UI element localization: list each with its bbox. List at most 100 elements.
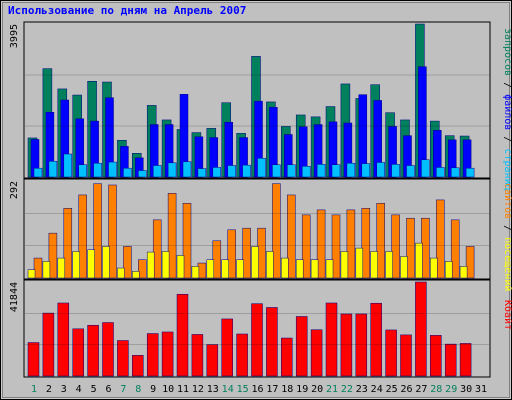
legend-bottom-part-0: Кбайт — [502, 300, 512, 330]
x-label-day-2: 2 — [46, 384, 52, 395]
bar-kbytes-day-1 — [27, 342, 40, 377]
x-label-day-15: 15 — [237, 384, 249, 395]
bar-sites-day-22 — [340, 251, 349, 279]
bar-visits-day-23 — [361, 207, 371, 279]
bar-visits-day-7 — [123, 246, 132, 279]
bar-visits-day-22 — [346, 209, 356, 279]
bar-pages-day-6 — [108, 161, 117, 178]
x-label-day-20: 20 — [311, 384, 323, 395]
legend-bottom: Кбайт — [502, 300, 512, 330]
bar-kbytes-day-2 — [42, 312, 55, 377]
bar-pages-day-28 — [436, 167, 445, 178]
bar-pages-day-15 — [242, 164, 251, 178]
bar-pages-day-21 — [331, 164, 341, 178]
bar-pages-day-25 — [391, 164, 400, 178]
bar-pages-day-16 — [257, 157, 266, 178]
bar-sites-day-10 — [161, 251, 170, 279]
bar-kbytes-day-20 — [310, 329, 323, 377]
bar-sites-day-30 — [459, 266, 468, 279]
bar-sites-day-5 — [87, 249, 95, 279]
bar-kbytes-day-16 — [251, 303, 263, 377]
bar-kbytes-day-21 — [325, 302, 338, 377]
bar-sites-day-1 — [27, 269, 36, 279]
legend-top-part-4: страниц — [502, 142, 512, 190]
bar-visits-day-24 — [376, 203, 385, 279]
bar-kbytes-day-29 — [444, 343, 457, 377]
x-label-day-26: 26 — [400, 384, 412, 395]
x-label-day-13: 13 — [207, 384, 219, 395]
x-label-day-14: 14 — [222, 384, 234, 395]
bar-kbytes-day-22 — [340, 313, 353, 377]
x-label-day-30: 30 — [460, 384, 472, 395]
bar-pages-day-27 — [421, 159, 430, 178]
x-label-day-11: 11 — [177, 384, 189, 395]
x-label-day-24: 24 — [371, 384, 383, 395]
bar-sites-day-29 — [444, 261, 453, 279]
bar-sites-day-23 — [355, 247, 364, 279]
bar-sites-day-19 — [295, 259, 304, 279]
chart-title: Использование по дням на Апрель 2007 — [8, 4, 246, 17]
legend-middle-part-1: / — [502, 219, 512, 231]
bar-visits-day-15 — [242, 227, 251, 279]
bar-pages-day-2 — [48, 161, 58, 178]
x-label-day-4: 4 — [76, 384, 82, 395]
bar-kbytes-day-11 — [176, 293, 189, 377]
bar-kbytes-day-24 — [370, 302, 382, 377]
bar-kbytes-day-19 — [295, 316, 308, 377]
bar-kbytes-day-26 — [400, 334, 412, 377]
bar-visits-day-13 — [212, 240, 222, 279]
bar-sites-day-17 — [266, 251, 274, 279]
bar-pages-day-10 — [167, 162, 177, 178]
bar-visits-day-4 — [78, 194, 87, 279]
x-label-day-31: 31 — [475, 384, 487, 395]
bar-pages-day-26 — [406, 165, 415, 178]
x-label-day-19: 19 — [296, 384, 308, 395]
bar-visits-day-10 — [167, 193, 177, 279]
y-max-label-middle: 292 — [9, 181, 20, 199]
bar-visits-day-8 — [138, 259, 147, 279]
bar-kbytes-day-7 — [117, 340, 129, 377]
x-axis-labels: 1 2 3 4 5 6 7 8 9 10 11 12 13 14 15 16 17 18 19 20 21 22 23 24 2… — [31, 384, 487, 395]
bar-visits-day-20 — [316, 209, 326, 279]
bar-pages-day-17 — [272, 164, 281, 178]
bar-pages-day-14 — [227, 165, 236, 178]
bar-pages-day-23 — [361, 163, 371, 178]
bar-kbytes-day-9 — [146, 333, 159, 377]
chart-gridlines — [25, 74, 489, 345]
bar-visits-day-1 — [33, 257, 43, 279]
bar-pages-day-24 — [376, 162, 385, 178]
bar-kbytes-day-25 — [385, 329, 397, 377]
bar-kbytes-day-14 — [221, 318, 233, 377]
bar-visits-day-25 — [391, 214, 400, 279]
bar-kbytes-day-17 — [266, 307, 278, 377]
bar-visits-day-28 — [436, 199, 445, 279]
bar-kbytes-day-13 — [206, 344, 219, 377]
bar-kbytes-day-5 — [87, 324, 99, 377]
bar-sites-day-6 — [102, 246, 110, 279]
legend-middle: сайтов / посещений — [502, 183, 512, 291]
x-label-day-27: 27 — [415, 384, 427, 395]
bar-pages-day-30 — [465, 167, 475, 178]
bar-visits-day-9 — [152, 219, 162, 279]
x-label-day-21: 21 — [326, 384, 338, 395]
bar-visits-day-17 — [272, 183, 281, 279]
x-label-day-18: 18 — [281, 384, 293, 395]
bar-sites-day-3 — [57, 257, 66, 279]
bar-sites-day-12 — [191, 266, 200, 279]
bar-sites-day-9 — [146, 251, 155, 279]
bar-pages-day-13 — [212, 167, 222, 178]
legend-top-part-0: запросов — [502, 28, 512, 76]
bar-pages-day-18 — [287, 164, 296, 178]
bar-sites-day-15 — [236, 259, 244, 279]
bar-pages-day-7 — [123, 167, 132, 178]
x-label-day-22: 22 — [341, 384, 353, 395]
bar-kbytes-day-15 — [236, 333, 248, 377]
bar-visits-day-14 — [227, 229, 236, 279]
legend-top-part-1: / — [502, 76, 512, 88]
bar-sites-day-28 — [430, 257, 438, 279]
y-max-label-bottom: 41844 — [9, 282, 20, 312]
x-label-day-5: 5 — [91, 384, 97, 395]
bar-sites-day-21 — [325, 259, 334, 279]
x-label-day-17: 17 — [266, 384, 278, 395]
